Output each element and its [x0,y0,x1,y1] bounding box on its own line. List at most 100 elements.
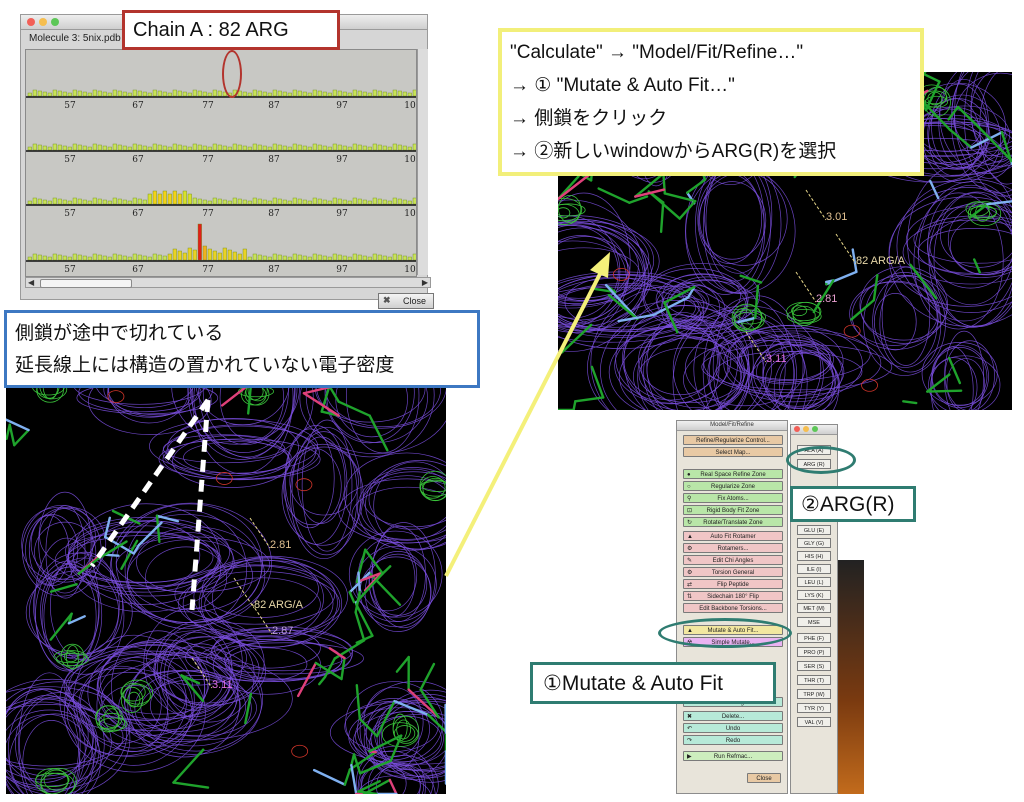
validation-bar [122,199,127,205]
validation-bar [317,90,322,97]
residue-type-button[interactable]: TRP (W) [797,689,831,699]
zoom-window-icon[interactable] [812,426,818,432]
validation-bar [242,248,247,261]
residue-type-button[interactable]: ILE (I) [797,564,831,574]
validation-tick-label: 67 [132,265,144,275]
validation-bar [77,90,82,97]
validation-bar [72,253,77,261]
coot-button[interactable]: ✎ Edit Chi Angles [683,555,783,565]
atom-bond [180,674,205,703]
validation-bar [132,89,137,97]
atom-bond [393,699,430,716]
scrollbar-thumb[interactable] [40,279,132,288]
atom-bond [663,285,696,304]
coot-button[interactable]: ⇅ Sidechain 180° Flip [683,591,783,601]
validation-close-button[interactable]: ✖ Close [378,293,434,309]
residue-type-button[interactable]: PHE (F) [797,633,831,643]
validation-bar [277,90,282,97]
atom-bond [199,748,205,754]
difference-density-blob [120,679,154,713]
residue-type-button[interactable]: LYS (K) [797,590,831,600]
residue-type-button[interactable]: GLU (E) [797,525,831,535]
coot-button[interactable]: ▶ Run Refmac... [683,751,783,761]
close-window-icon[interactable] [794,426,800,432]
validation-bar [47,92,52,97]
validation-tick-label: 10 [404,209,416,219]
atom-bond [343,768,352,786]
h-bond-dash [745,331,767,363]
validation-bar [357,198,362,205]
atom-bond [355,684,361,721]
validation-bar [112,253,117,261]
mutate-callout: ①Mutate & Auto Fit [530,662,776,704]
scroll-left-icon[interactable]: ◀ [28,278,35,287]
atom-bond [357,780,381,793]
validation-bar [202,91,207,97]
coot-button[interactable]: Select Map... [683,447,783,457]
density-mesh-blob [338,452,446,551]
validation-bar [57,144,62,151]
validation-graph-canvas[interactable]: 57 67 77 87 97 10 57 67 77 87 97 10 57 67 77 87 97 10 57 67… [25,49,417,277]
coot-button[interactable]: Refine/Regularize Control... [683,435,783,445]
validation-bar [87,256,92,261]
validation-bar [222,199,227,205]
coot-button[interactable]: ↶ Undo [683,723,783,733]
coot-button[interactable]: ▲ Auto Fit Rotamer [683,531,783,541]
residue-type-button[interactable]: TYR (Y) [797,703,831,713]
residue-type-button[interactable]: PRO (P) [797,647,831,657]
validation-bar [27,146,32,151]
validation-bar [112,143,117,151]
atom-bond [388,778,398,794]
validation-bar [382,91,387,97]
atom-bond [354,590,361,614]
validation-bar [97,144,102,151]
residue-type-button[interactable]: THR (T) [797,675,831,685]
atom-bond [678,199,697,220]
validation-bar [292,253,297,261]
residue-type-button[interactable]: MET (M) [797,603,831,613]
minimize-window-icon[interactable] [803,426,809,432]
minimize-window-icon[interactable] [39,18,47,26]
validation-bar [217,198,222,205]
validation-bar [77,198,82,205]
vertical-scrollbar[interactable] [417,49,428,275]
atom-bond [634,188,666,198]
atom-bond [426,713,446,734]
coot-button[interactable]: ⊡ Rigid Body Fit Zone [683,505,783,515]
coot-button[interactable]: ✖ Delete... [683,711,783,721]
horizontal-scrollbar[interactable]: ◀ ▶ [25,277,431,288]
coot-button[interactable]: ⚙ Torsion General [683,567,783,577]
atom-bond [8,423,16,447]
validation-bar [302,145,307,151]
coot-button[interactable]: ↷ Redo [683,735,783,745]
validation-bar [62,255,67,261]
density-view-before[interactable]: 2.81 82 ARG/A 2.87 3.11 [6,386,446,794]
coot-button[interactable]: ⚲ Fix Atoms... [683,493,783,503]
validation-bar [302,199,307,205]
coot-button[interactable]: ⚙ Rotamers... [683,543,783,553]
coot-close-button[interactable]: Close [747,773,781,783]
coot-button[interactable]: ○ Regularize Zone [683,481,783,491]
validation-bar [192,249,197,261]
validation-bar [127,92,132,97]
h-bond-dash [249,517,271,549]
coot-button[interactable]: Edit Backbone Torsions... [683,603,783,613]
residue-type-button[interactable]: LEU (L) [797,577,831,587]
coot-button[interactable]: ↻ Rotate/Translate Zone [683,517,783,527]
residue-type-button[interactable]: SER (S) [797,661,831,671]
residue-type-button[interactable]: HIS (H) [797,551,831,561]
coot-button[interactable]: ● Real Space Refine Zone [683,469,783,479]
difference-density-blob [965,201,1002,227]
coot-button-label: Real Space Refine Zone [700,472,766,478]
residue-type-button[interactable]: GLY (G) [797,538,831,548]
close-window-icon[interactable] [27,18,35,26]
validation-bar [27,92,32,97]
zoom-window-icon[interactable] [51,18,59,26]
residue-type-button[interactable]: VAL (V) [797,717,831,727]
coot-button[interactable]: ⇄ Flip Peptide [683,579,783,589]
residue-type-button[interactable]: MSE [797,617,831,627]
validation-bar [142,255,147,261]
scroll-right-icon[interactable]: ▶ [421,278,428,287]
validation-bar [187,146,192,151]
close-button-label: Close [403,296,427,306]
